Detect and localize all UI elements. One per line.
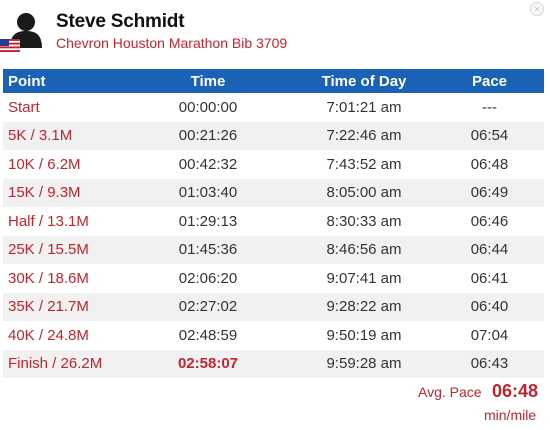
split-pace: 06:46 [470, 212, 509, 230]
event-bib-line: Chevron Houston Marathon Bib 3709 [56, 35, 288, 51]
split-time: 00:21:26 [123, 121, 293, 150]
table-row: Start 00:00:00 7:01:21 am --- [3, 93, 544, 122]
split-pace: 06:49 [435, 178, 544, 207]
table-row: 35K / 21.7M 02:27:02 9:28:22 am 06:40 [3, 292, 544, 321]
split-pace: 06:44 [435, 235, 544, 264]
table-row: 15K / 9.3M 01:03:40 8:05:00 am 06:49 [3, 178, 544, 207]
split-point: Finish / 26.2M [3, 349, 123, 378]
split-time: 00:42:32 [178, 155, 238, 173]
splits-table: Point Time Time of Day Pace Start 00:00:… [3, 69, 544, 378]
us-flag-icon [0, 39, 20, 52]
column-header-time: Time [123, 69, 293, 93]
column-header-pace: Pace [435, 69, 544, 93]
split-point: 30K / 18.6M [8, 269, 89, 287]
split-pace: 07:04 [470, 326, 509, 344]
finish-time: 02:58:07 [123, 349, 293, 378]
close-icon[interactable]: × [530, 2, 544, 16]
table-row: 5K / 3.1M 00:21:26 7:22:46 am 06:54 [3, 121, 544, 150]
avg-pace-label: Avg. Pace [418, 384, 482, 400]
split-time-of-day: 7:01:21 am [326, 98, 402, 116]
table-row: 25K / 15.5M 01:45:36 8:46:56 am 06:44 [3, 235, 544, 264]
split-time: 00:00:00 [178, 98, 238, 116]
split-time: 01:45:36 [123, 235, 293, 264]
table-row: Half / 13.1M 01:29:13 8:30:33 am 06:46 [3, 207, 544, 236]
split-time-of-day: 7:22:46 am [293, 121, 435, 150]
split-point: 5K / 3.1M [3, 121, 123, 150]
split-time-of-day: 9:50:19 am [326, 326, 402, 344]
split-pace: 06:54 [435, 121, 544, 150]
table-row: 40K / 24.8M 02:48:59 9:50:19 am 07:04 [3, 321, 544, 350]
split-time-of-day: 9:59:28 am [293, 349, 435, 378]
split-point: 40K / 24.8M [8, 326, 89, 344]
split-point: Half / 13.1M [8, 212, 89, 230]
split-time-of-day: 7:43:52 am [326, 155, 402, 173]
split-pace: --- [482, 98, 497, 116]
split-point: 25K / 15.5M [3, 235, 123, 264]
split-time: 02:27:02 [123, 292, 293, 321]
split-pace: 06:40 [435, 292, 544, 321]
table-row: 10K / 6.2M 00:42:32 7:43:52 am 06:48 [3, 150, 544, 179]
table-row: Finish / 26.2M 02:58:07 9:59:28 am 06:43 [3, 349, 544, 378]
split-time-of-day: 8:05:00 am [293, 178, 435, 207]
split-pace: 06:48 [470, 155, 509, 173]
column-header-time-of-day: Time of Day [293, 69, 435, 93]
split-time: 02:06:20 [178, 269, 238, 287]
runner-header: Steve Schmidt Chevron Houston Marathon B… [0, 0, 550, 68]
split-time: 01:29:13 [178, 212, 238, 230]
split-point: Start [8, 98, 40, 116]
split-point: 10K / 6.2M [8, 155, 81, 173]
split-time-of-day: 9:07:41 am [326, 269, 402, 287]
split-time-of-day: 9:28:22 am [293, 292, 435, 321]
avg-pace-unit: min/mile [484, 407, 537, 423]
runner-name: Steve Schmidt [56, 11, 185, 32]
column-header-point: Point [3, 69, 123, 93]
table-row: 30K / 18.6M 02:06:20 9:07:41 am 06:41 [3, 264, 544, 293]
split-point: 35K / 21.7M [3, 292, 123, 321]
avg-pace-value: 06:48 [492, 381, 539, 401]
split-pace: 06:41 [470, 269, 509, 287]
split-time-of-day: 8:46:56 am [293, 235, 435, 264]
split-pace: 06:43 [435, 349, 544, 378]
split-time: 02:48:59 [178, 326, 238, 344]
split-point: 15K / 9.3M [3, 178, 123, 207]
splits-header-row: Point Time Time of Day Pace [3, 69, 544, 93]
split-time: 01:03:40 [123, 178, 293, 207]
split-time-of-day: 8:30:33 am [326, 212, 402, 230]
